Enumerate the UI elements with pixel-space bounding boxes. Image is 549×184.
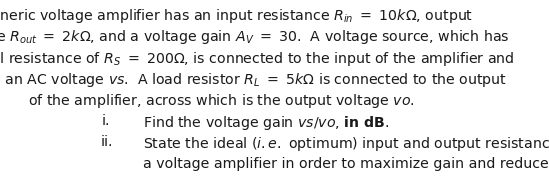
Text: of the amplifier, across which is the output voltage $\mathit{vo}$.: of the amplifier, across which is the ou… xyxy=(27,92,414,110)
Text: Find the voltage gain $\mathit{vs/vo}$, $\mathbf{in\ dB}$.: Find the voltage gain $\mathit{vs/vo}$, … xyxy=(143,114,390,132)
Text: State the ideal ($\mathit{i.e.}$ optimum) input and output resistance values for: State the ideal ($\mathit{i.e.}$ optimum… xyxy=(143,135,549,153)
Text: resistance $R_{\mathit{out}}$ $=$ $2k\Omega$, and a voltage gain $\mathit{A_V}$ : resistance $R_{\mathit{out}}$ $=$ $2k\Om… xyxy=(0,28,509,46)
Text: A generic voltage amplifier has an input resistance $R_{\mathit{in}}$ $=$ $\math: A generic voltage amplifier has an input… xyxy=(0,7,474,25)
Text: produces an AC voltage $\mathit{vs}$.  A load resistor $R_{\mathit{L}}$ $=$ $5k\: produces an AC voltage $\mathit{vs}$. A … xyxy=(0,71,507,89)
Text: i.: i. xyxy=(102,114,110,128)
Text: an internal resistance of $R_{\mathit{S}}$ $=$ $200\Omega$, is connected to the : an internal resistance of $R_{\mathit{S}… xyxy=(0,50,515,68)
Text: a voltage amplifier in order to maximize gain and reduce loading effects.: a voltage amplifier in order to maximize… xyxy=(143,157,549,171)
Text: ii.: ii. xyxy=(100,135,113,149)
